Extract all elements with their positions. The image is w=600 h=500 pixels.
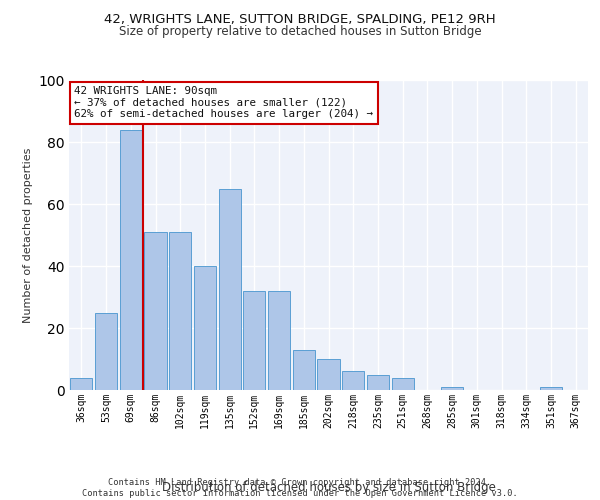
Bar bbox=[317, 359, 340, 390]
Bar bbox=[243, 291, 265, 390]
Y-axis label: Number of detached properties: Number of detached properties bbox=[23, 148, 33, 322]
Bar bbox=[367, 374, 389, 390]
Bar bbox=[293, 350, 315, 390]
Bar bbox=[95, 312, 117, 390]
Bar bbox=[169, 232, 191, 390]
Bar bbox=[194, 266, 216, 390]
Text: Contains HM Land Registry data © Crown copyright and database right 2024.
Contai: Contains HM Land Registry data © Crown c… bbox=[82, 478, 518, 498]
Text: 42, WRIGHTS LANE, SUTTON BRIDGE, SPALDING, PE12 9RH: 42, WRIGHTS LANE, SUTTON BRIDGE, SPALDIN… bbox=[104, 12, 496, 26]
Bar bbox=[540, 387, 562, 390]
Bar bbox=[70, 378, 92, 390]
Bar bbox=[342, 372, 364, 390]
Text: 42 WRIGHTS LANE: 90sqm
← 37% of detached houses are smaller (122)
62% of semi-de: 42 WRIGHTS LANE: 90sqm ← 37% of detached… bbox=[74, 86, 373, 120]
Bar bbox=[392, 378, 414, 390]
Bar bbox=[145, 232, 167, 390]
Bar bbox=[218, 188, 241, 390]
X-axis label: Distribution of detached houses by size in Sutton Bridge: Distribution of detached houses by size … bbox=[161, 481, 496, 494]
Bar bbox=[441, 387, 463, 390]
Text: Size of property relative to detached houses in Sutton Bridge: Size of property relative to detached ho… bbox=[119, 25, 481, 38]
Bar bbox=[119, 130, 142, 390]
Bar bbox=[268, 291, 290, 390]
